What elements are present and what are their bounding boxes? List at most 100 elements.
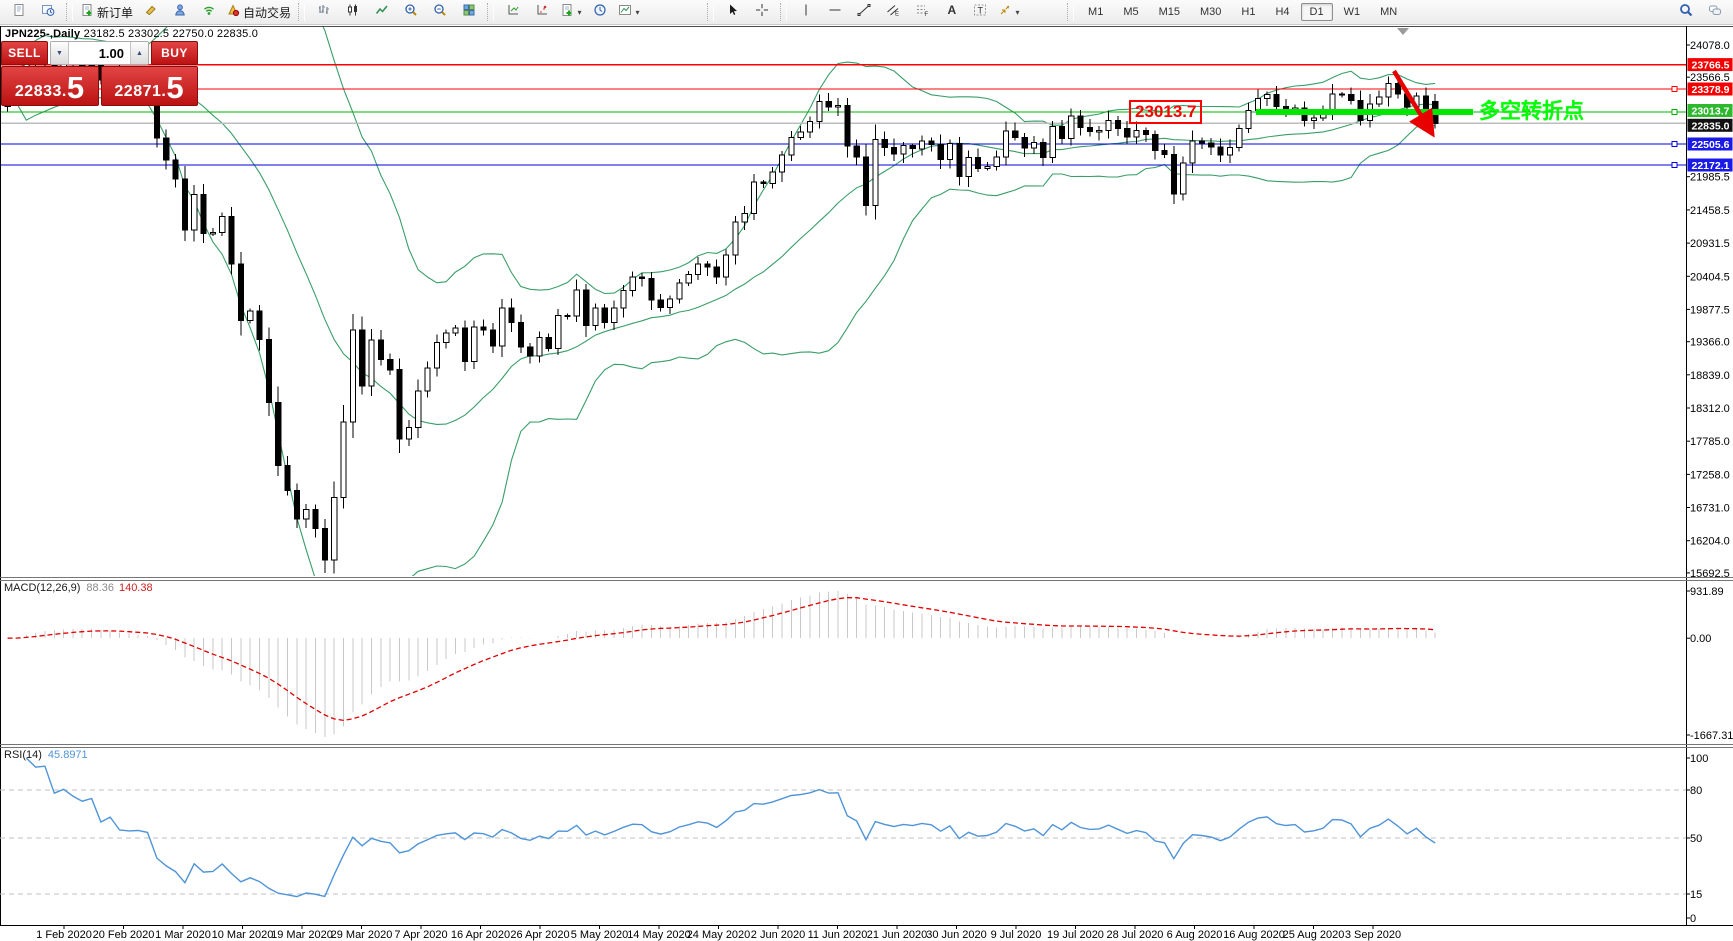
price-axis[interactable]: 24078.0 23566.5 21985.5 21458.5 20931.5 20404… [1686,40,1730,580]
svg-text:F: F [924,12,928,17]
svg-text:16 Aug 2020: 16 Aug 2020 [1223,929,1285,941]
fibo-icon: F [915,3,929,22]
svg-text:5 May 2020: 5 May 2020 [571,929,628,941]
signals-button[interactable] [194,1,223,24]
autotrading-button[interactable]: 自动交易 [223,1,294,24]
text-button[interactable]: A [936,1,965,24]
sell-price-button[interactable]: 22833. 5 [1,66,99,106]
volume-increase-button[interactable]: ▲ [130,42,148,64]
profiles-button[interactable] [165,1,194,24]
macd-label: MACD(12,26,9) 88.36 140.38 [4,582,153,594]
svg-text:0.00: 0.00 [1690,633,1711,645]
timeframe-m15-button[interactable]: M15 [1158,6,1180,18]
new-order-button-label: 新订单 [97,5,134,20]
chart-shift-marker[interactable] [1397,28,1409,35]
dropdown-caret-icon: ▾ [635,7,640,17]
candles-glyph [347,4,357,15]
toolbar-separator [298,3,306,21]
new-chart-button[interactable] [4,1,33,24]
labelT-glyph: T [973,4,986,15]
svg-text:E: E [895,11,899,17]
svg-text:A: A [947,3,956,17]
svg-text:23013.7: 23013.7 [1692,106,1730,118]
sell-button[interactable]: SELL [1,41,48,65]
tile-windows-button[interactable] [454,1,483,24]
arrows-button[interactable]: ▾ [994,1,1023,24]
trendline-button[interactable] [849,1,878,24]
styler-brush-button[interactable] [136,1,165,24]
svg-text:50: 50 [1690,833,1702,845]
vline-glyph [805,4,807,15]
chat-button[interactable] [1700,1,1729,24]
bar-chart-button[interactable] [309,1,338,24]
zoom-out-button[interactable] [425,1,454,24]
equidistant-channel-button[interactable]: E [878,1,907,24]
buy-price-button[interactable]: 22871. 5 [100,66,198,106]
search-button[interactable] [1671,1,1700,24]
timeframe-m5-button[interactable]: M5 [1123,6,1139,18]
add-indicator-button[interactable]: ▾ [556,1,585,24]
person-icon [173,3,187,22]
wifi-glyph [203,6,214,15]
indicator-windows-button[interactable] [527,1,556,24]
crosshair-button[interactable] [747,1,776,24]
svg-text:18839.0: 18839.0 [1690,370,1730,382]
periods-button[interactable] [585,1,614,24]
vertical-line-button[interactable] [791,1,820,24]
svg-text:17258.0: 17258.0 [1690,469,1730,481]
search-glyph [1679,3,1692,16]
strategy-tester-button[interactable] [33,1,62,24]
rsi-line [25,757,1436,898]
macd-signal-line [7,597,1436,722]
horizontal-line-button[interactable] [820,1,849,24]
volume-input[interactable]: 1.00 [98,45,124,61]
svg-text:15692.5: 15692.5 [1690,568,1730,580]
date-axis[interactable]: 1 Feb 2020 20 Feb 2020 1 Mar 2020 10 Mar 20… [36,925,1401,941]
pane-separators[interactable] [0,577,1733,748]
down-arrow-annotation[interactable] [1392,69,1435,138]
toolbar-separator [1067,3,1075,21]
objchart-icon [618,3,632,22]
new-order-button[interactable]: 新订单 [77,1,136,24]
doc-icon [12,3,26,22]
svg-text:23378.9: 23378.9 [1692,84,1730,96]
turning-point-trendline[interactable] [1256,109,1473,115]
timeframe-m30-button[interactable]: M30 [1200,6,1222,18]
fibonacci-button[interactable]: F [907,1,936,24]
timeframe-mn-button[interactable]: MN [1380,6,1398,18]
svg-text:10 Mar 2020: 10 Mar 2020 [212,929,274,941]
indicators-button[interactable] [498,1,527,24]
svg-text:22835.0: 22835.0 [1692,120,1730,132]
macd-name: MACD(12,26,9) [4,582,81,594]
timeframe-h4-button[interactable]: H4 [1275,6,1290,18]
svg-text:22505.6: 22505.6 [1692,139,1730,151]
price-annotation-label[interactable]: 23013.7 [1129,100,1203,124]
timeframe-d1-button[interactable]: D1 [1300,3,1333,21]
zoomin-glyph [404,3,417,16]
timeframe-m1-button[interactable]: M1 [1088,6,1104,18]
svg-text:-1667.31: -1667.31 [1690,730,1733,742]
search-icon [1679,3,1693,22]
volume-decrease-button[interactable]: ▼ [51,42,69,64]
buy-button[interactable]: BUY [151,41,198,65]
chart-area[interactable]: 24078.0 23566.5 21985.5 21458.5 20931.5 20404… [0,26,1733,941]
cursor-icon [726,3,740,22]
turning-point-annotation[interactable]: 多空转折点 [1479,100,1584,123]
svg-text:19 Mar 2020: 19 Mar 2020 [271,929,333,941]
cursor-button[interactable] [718,1,747,24]
bars-glyph [318,4,329,14]
line-chart-button[interactable] [367,1,396,24]
timeframe-h1-button[interactable]: H1 [1241,6,1256,18]
svg-text:3 Sep 2020: 3 Sep 2020 [1345,929,1401,941]
templates-button[interactable]: ▾ [614,1,643,24]
toolbar-separator [66,3,73,21]
timeframe-w1-button[interactable]: W1 [1343,6,1361,18]
rsi-name: RSI(14) [4,749,42,761]
svg-text:15: 15 [1690,889,1702,901]
candlestick-chart-button[interactable] [338,1,367,24]
auto-icon [226,3,240,22]
text-label-button[interactable]: T [965,1,994,24]
pane-borders [0,26,1733,926]
zoom-in-button[interactable] [396,1,425,24]
textA-icon: A [944,3,958,22]
